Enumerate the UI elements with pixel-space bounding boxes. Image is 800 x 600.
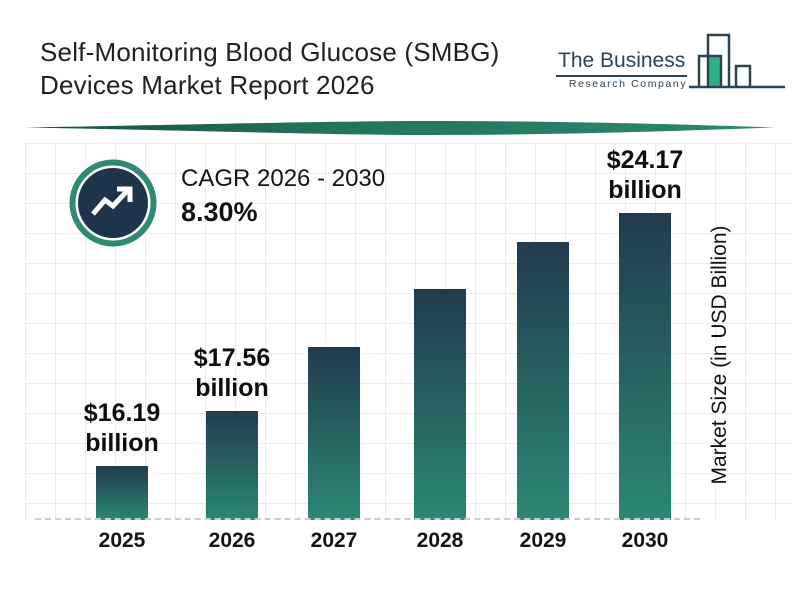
logo-name: The Business [556, 49, 688, 77]
x-axis-label-2029: 2029 [519, 529, 567, 552]
bar-2026 [206, 411, 258, 520]
page-title: Self-Monitoring Blood Glucose (SMBG) Dev… [40, 36, 499, 102]
cagr-value: 8.30% [181, 197, 258, 227]
bar-chart-skyline-icon [689, 33, 786, 89]
x-axis-label-2025: 2025 [98, 529, 146, 552]
logo-text: The Business Research Company [556, 49, 688, 90]
bar-2029 [517, 242, 569, 520]
bar-2030 [619, 213, 671, 520]
divider-swoosh [25, 121, 775, 135]
title-line-1: Self-Monitoring Blood Glucose (SMBG) [40, 37, 500, 67]
bar-2028 [414, 289, 466, 520]
bar-2027 [308, 347, 360, 520]
value-label-2030: $24.17 billion [606, 146, 684, 204]
y-axis-label: Market Size (in USD Billion) [708, 225, 731, 485]
company-logo: The Business Research Company [556, 26, 786, 90]
x-axis-label-2028: 2028 [416, 529, 464, 552]
x-axis-label-2026: 2026 [208, 529, 256, 552]
trending-up-icon [69, 159, 157, 247]
x-axis-label-2027: 2027 [310, 529, 358, 552]
value-label-2025: $16.19 billion [83, 399, 161, 457]
title-line-2: Devices Market Report 2026 [40, 70, 375, 100]
axis-baseline [35, 518, 700, 520]
bar-2025 [96, 466, 148, 520]
cagr-text: CAGR 2026 - 2030 8.30% [181, 165, 385, 247]
value-label-2026: $17.56 billion [193, 344, 271, 402]
x-axis-label-2030: 2030 [621, 529, 669, 552]
logo-subname: Research Company [568, 78, 688, 90]
cagr-badge: CAGR 2026 - 2030 8.30% [69, 159, 385, 247]
cagr-label: CAGR 2026 - 2030 [181, 165, 386, 192]
